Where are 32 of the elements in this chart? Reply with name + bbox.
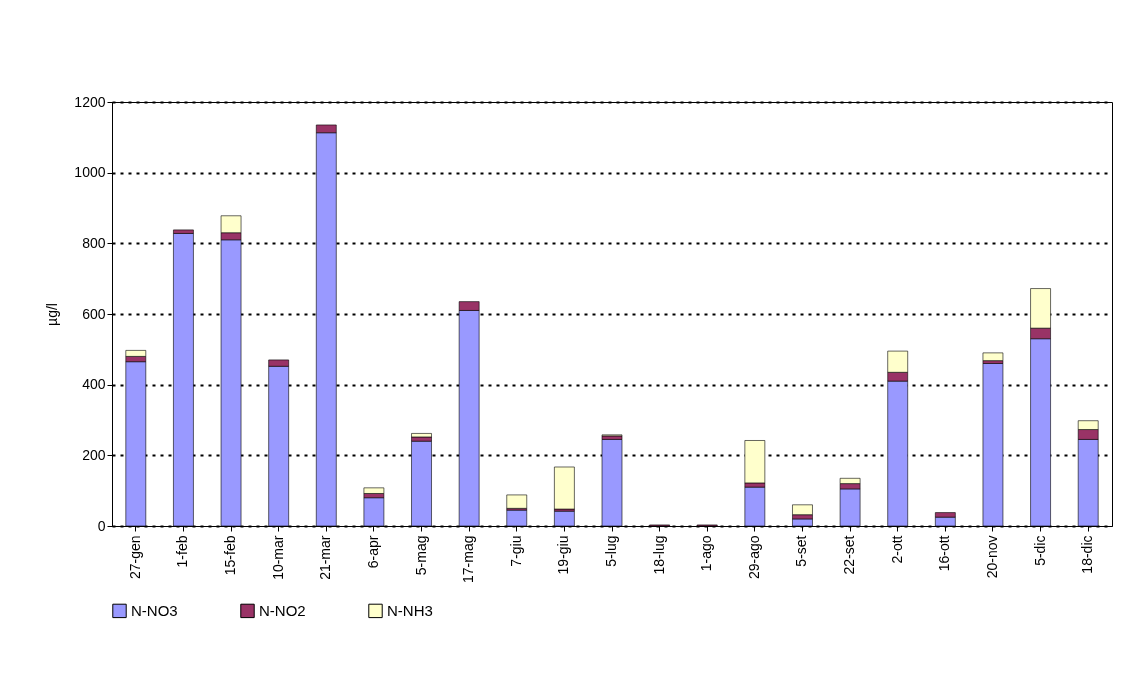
x-tick-label: 5-dic bbox=[1031, 535, 1048, 566]
x-tick-label: 1-feb bbox=[174, 535, 191, 568]
x-tick-label: 15-feb bbox=[222, 535, 239, 576]
x-tick-label: 29-ago bbox=[745, 535, 762, 580]
y-tick-label: 800 bbox=[82, 234, 106, 251]
x-tick-label: 2-ott bbox=[888, 535, 905, 564]
x-tick-label: 19-giu bbox=[555, 535, 572, 575]
y-tick-label: 400 bbox=[82, 376, 106, 393]
x-tick-label: 27-gen bbox=[126, 535, 143, 580]
x-tick-label: 21-mar bbox=[317, 535, 334, 580]
y-tick-label: 1200 bbox=[74, 93, 106, 110]
x-tick-label: 18-dic bbox=[1079, 535, 1096, 574]
legend-label: N-NO2 bbox=[259, 601, 306, 619]
x-tick-label: 5-set bbox=[793, 535, 810, 567]
x-tick-label: 1-ago bbox=[698, 535, 715, 572]
x-tick-label: 22-set bbox=[841, 535, 858, 575]
x-tick-label: 17-mag bbox=[460, 535, 477, 583]
x-tick-label: 10-mar bbox=[269, 535, 286, 580]
x-tick-label: 18-lug bbox=[650, 535, 667, 575]
legend-label: N-NH3 bbox=[387, 601, 433, 619]
y-tick-label: 600 bbox=[82, 305, 106, 322]
y-tick-label: 0 bbox=[97, 517, 106, 534]
y-axis-title: µg/l bbox=[44, 303, 61, 326]
x-tick-label: 7-giu bbox=[507, 535, 524, 567]
x-tick-label: 16-ott bbox=[936, 535, 953, 572]
y-tick-label: 1000 bbox=[74, 164, 106, 181]
x-tick-label: 6-apr bbox=[364, 535, 381, 569]
x-tick-label: 20-nov bbox=[983, 535, 1000, 579]
legend-label: N-NO3 bbox=[131, 601, 178, 619]
x-tick-label: 5-mag bbox=[412, 535, 429, 576]
y-tick-label: 200 bbox=[82, 446, 106, 463]
x-tick-label: 5-lug bbox=[603, 535, 619, 567]
